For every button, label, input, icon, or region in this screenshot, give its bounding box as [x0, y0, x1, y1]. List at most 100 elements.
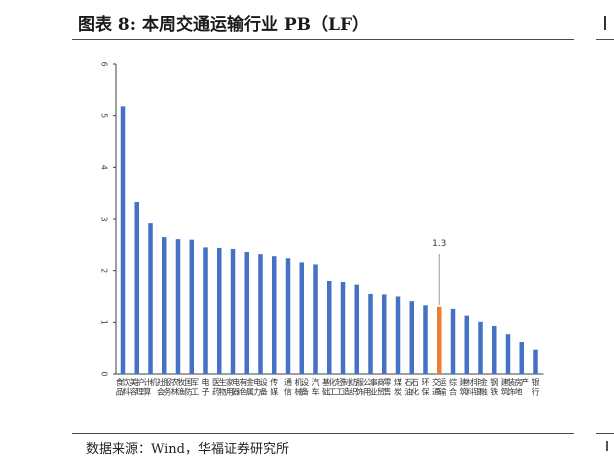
bar: [354, 284, 359, 374]
x-tick-label-char: 筑: [459, 387, 467, 397]
x-tick-label-char: 非: [473, 377, 481, 387]
x-tick-label-char: 有: [239, 377, 247, 387]
x-tick-label-char: 业: [370, 387, 378, 397]
x-tick-label-char: 器: [232, 388, 240, 397]
x-tick-label-char: 零: [384, 378, 392, 387]
y-tick-label: 2: [100, 268, 109, 273]
x-tick-label-char: 公: [363, 378, 371, 387]
x-tick-label-char: 国: [184, 378, 192, 387]
title-divider: [72, 39, 574, 40]
x-tick-label-char: 理: [136, 388, 144, 397]
bar: [244, 252, 249, 374]
bar: [189, 239, 194, 374]
x-tick-label: 钢铁: [490, 377, 498, 397]
x-tick-label-char: 金: [246, 377, 254, 387]
x-tick-label-char: 筑: [501, 387, 509, 397]
bar: [272, 256, 277, 374]
x-tick-label-char: 备: [260, 387, 268, 397]
x-tick-label-char: 防: [184, 387, 192, 397]
x-tick-label-char: 工: [336, 388, 344, 397]
x-tick-label-char: 医: [212, 378, 220, 387]
x-tick-label-char: 建: [459, 377, 467, 387]
x-tick-label-char: 设: [301, 377, 309, 387]
bar: [395, 296, 401, 374]
x-tick-label-char: 油: [404, 387, 412, 397]
bar: [203, 247, 208, 374]
x-tick-label-char: 传: [270, 377, 278, 387]
x-tick-label-char: 银: [473, 387, 481, 397]
x-tick-label-char: 汽: [312, 377, 320, 387]
x-tick-label-char: 化: [329, 377, 337, 387]
bar: [505, 334, 511, 374]
bar: [230, 248, 236, 374]
x-tick-label-char: 贸: [377, 387, 385, 397]
x-tick-label-char: 金: [480, 377, 488, 387]
x-tick-label: 综合: [449, 377, 457, 397]
x-tick-label-char: 输: [439, 387, 447, 397]
x-tick-label-char: 料: [466, 387, 474, 397]
x-tick-label-char: 合: [449, 387, 457, 397]
x-tick-label-char: 饰: [356, 387, 364, 397]
x-tick-label: 银行: [532, 377, 540, 397]
x-tick-label: 交通运输: [432, 377, 447, 397]
x-tick-label-char: 媒: [270, 388, 278, 397]
x-tick-label-char: 务: [164, 387, 172, 397]
x-tick-label-char: 食: [116, 377, 124, 387]
x-tick-label-char: 军: [191, 378, 199, 387]
bar: [478, 321, 483, 374]
y-tick-label: 0: [100, 371, 109, 376]
x-tick-label-char: 林: [171, 387, 179, 397]
x-tick-label-char: 售: [384, 387, 392, 397]
x-tick-label-char: 轻: [336, 377, 344, 387]
x-tick-label-char: 计: [143, 377, 151, 387]
next-panel-source-fragment: [606, 441, 614, 451]
x-tick-label-char: 渔: [177, 387, 185, 397]
data-label: 1.3: [432, 239, 446, 249]
x-tick-label-char: 石: [411, 378, 419, 387]
x-tick-label: 煤炭: [394, 377, 402, 397]
y-tick-label: 1: [100, 320, 109, 325]
x-tick-label-char: 会: [157, 387, 165, 397]
x-tick-label: 汽车: [312, 377, 320, 397]
x-tick-label-char: 饰: [507, 387, 515, 397]
x-tick-label-char: 化: [411, 387, 419, 397]
bar: [148, 223, 153, 374]
x-tick-label-char: 基: [322, 377, 330, 387]
x-tick-label-char: 信: [284, 387, 292, 397]
x-tick-label: 环保: [422, 378, 430, 397]
x-tick-label-char: 属: [246, 388, 254, 397]
x-tick-label-char: 综: [449, 377, 457, 387]
bar: [258, 254, 263, 374]
x-tick-label-char: 色: [239, 387, 247, 397]
x-tick-label-char: 家: [226, 377, 234, 387]
x-tick-label-char: 社: [157, 377, 165, 387]
x-tick-label-char: 子: [202, 388, 210, 397]
x-tick-label-char: 用: [226, 388, 234, 397]
x-tick-label-char: 制: [342, 377, 350, 387]
x-tick-label: 计算机: [143, 377, 158, 397]
source-divider: [72, 433, 574, 434]
bar: [382, 294, 387, 374]
x-tick-label-char: 础: [322, 387, 330, 397]
x-tick-label-char: 工: [329, 388, 337, 397]
bar: [423, 305, 428, 374]
x-tick-label-char: 机: [294, 377, 302, 387]
y-tick-label: 6: [100, 61, 109, 66]
x-tick-label-char: 通: [432, 387, 440, 397]
x-tick-label-char: 融: [480, 387, 488, 397]
bar: [299, 262, 304, 374]
bar: [464, 315, 469, 374]
x-tick-label-char: 用: [363, 388, 371, 397]
